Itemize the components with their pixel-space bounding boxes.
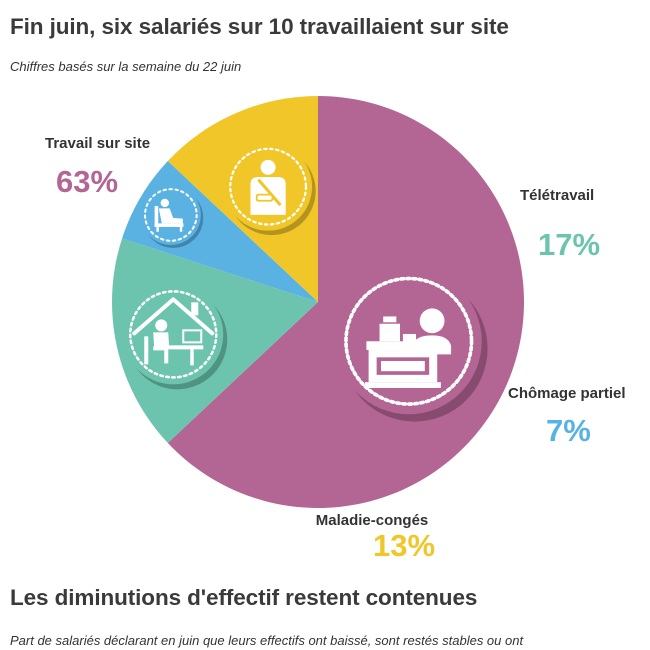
remote-work-icon <box>123 284 228 390</box>
injured-person-icon <box>224 142 316 236</box>
cashier-icon <box>335 268 488 422</box>
pie-chart: Travail sur site 63% Télétravail 17% Chômage… <box>45 96 626 563</box>
slice-labels: Travail sur site 63% Télétravail 17% Chômage… <box>45 135 626 563</box>
slice-icons <box>123 142 488 422</box>
armchair-icon <box>140 184 204 248</box>
slice-value-chomage-partiel: 7% <box>546 413 591 448</box>
slice-label-chomage-partiel: Chômage partiel <box>508 385 626 402</box>
chart-title: Fin juin, six salariés sur 10 travaillai… <box>10 14 509 39</box>
slice-value-teletravail: 17% <box>538 227 600 262</box>
slice-value-maladie-conges: 13% <box>373 528 435 563</box>
slice-label-teletravail: Télétravail <box>520 187 594 204</box>
slice-value-travail-sur-site: 63% <box>56 164 118 199</box>
slice-label-maladie-conges: Maladie-congés <box>316 512 429 529</box>
slice-label-travail-sur-site: Travail sur site <box>45 135 150 152</box>
section-subtitle: Part de salariés déclarant en juin que l… <box>10 633 524 648</box>
section-title: Les diminutions d'effectif restent conte… <box>10 585 478 610</box>
chart-subtitle: Chiffres basés sur la semaine du 22 juin <box>10 59 242 74</box>
